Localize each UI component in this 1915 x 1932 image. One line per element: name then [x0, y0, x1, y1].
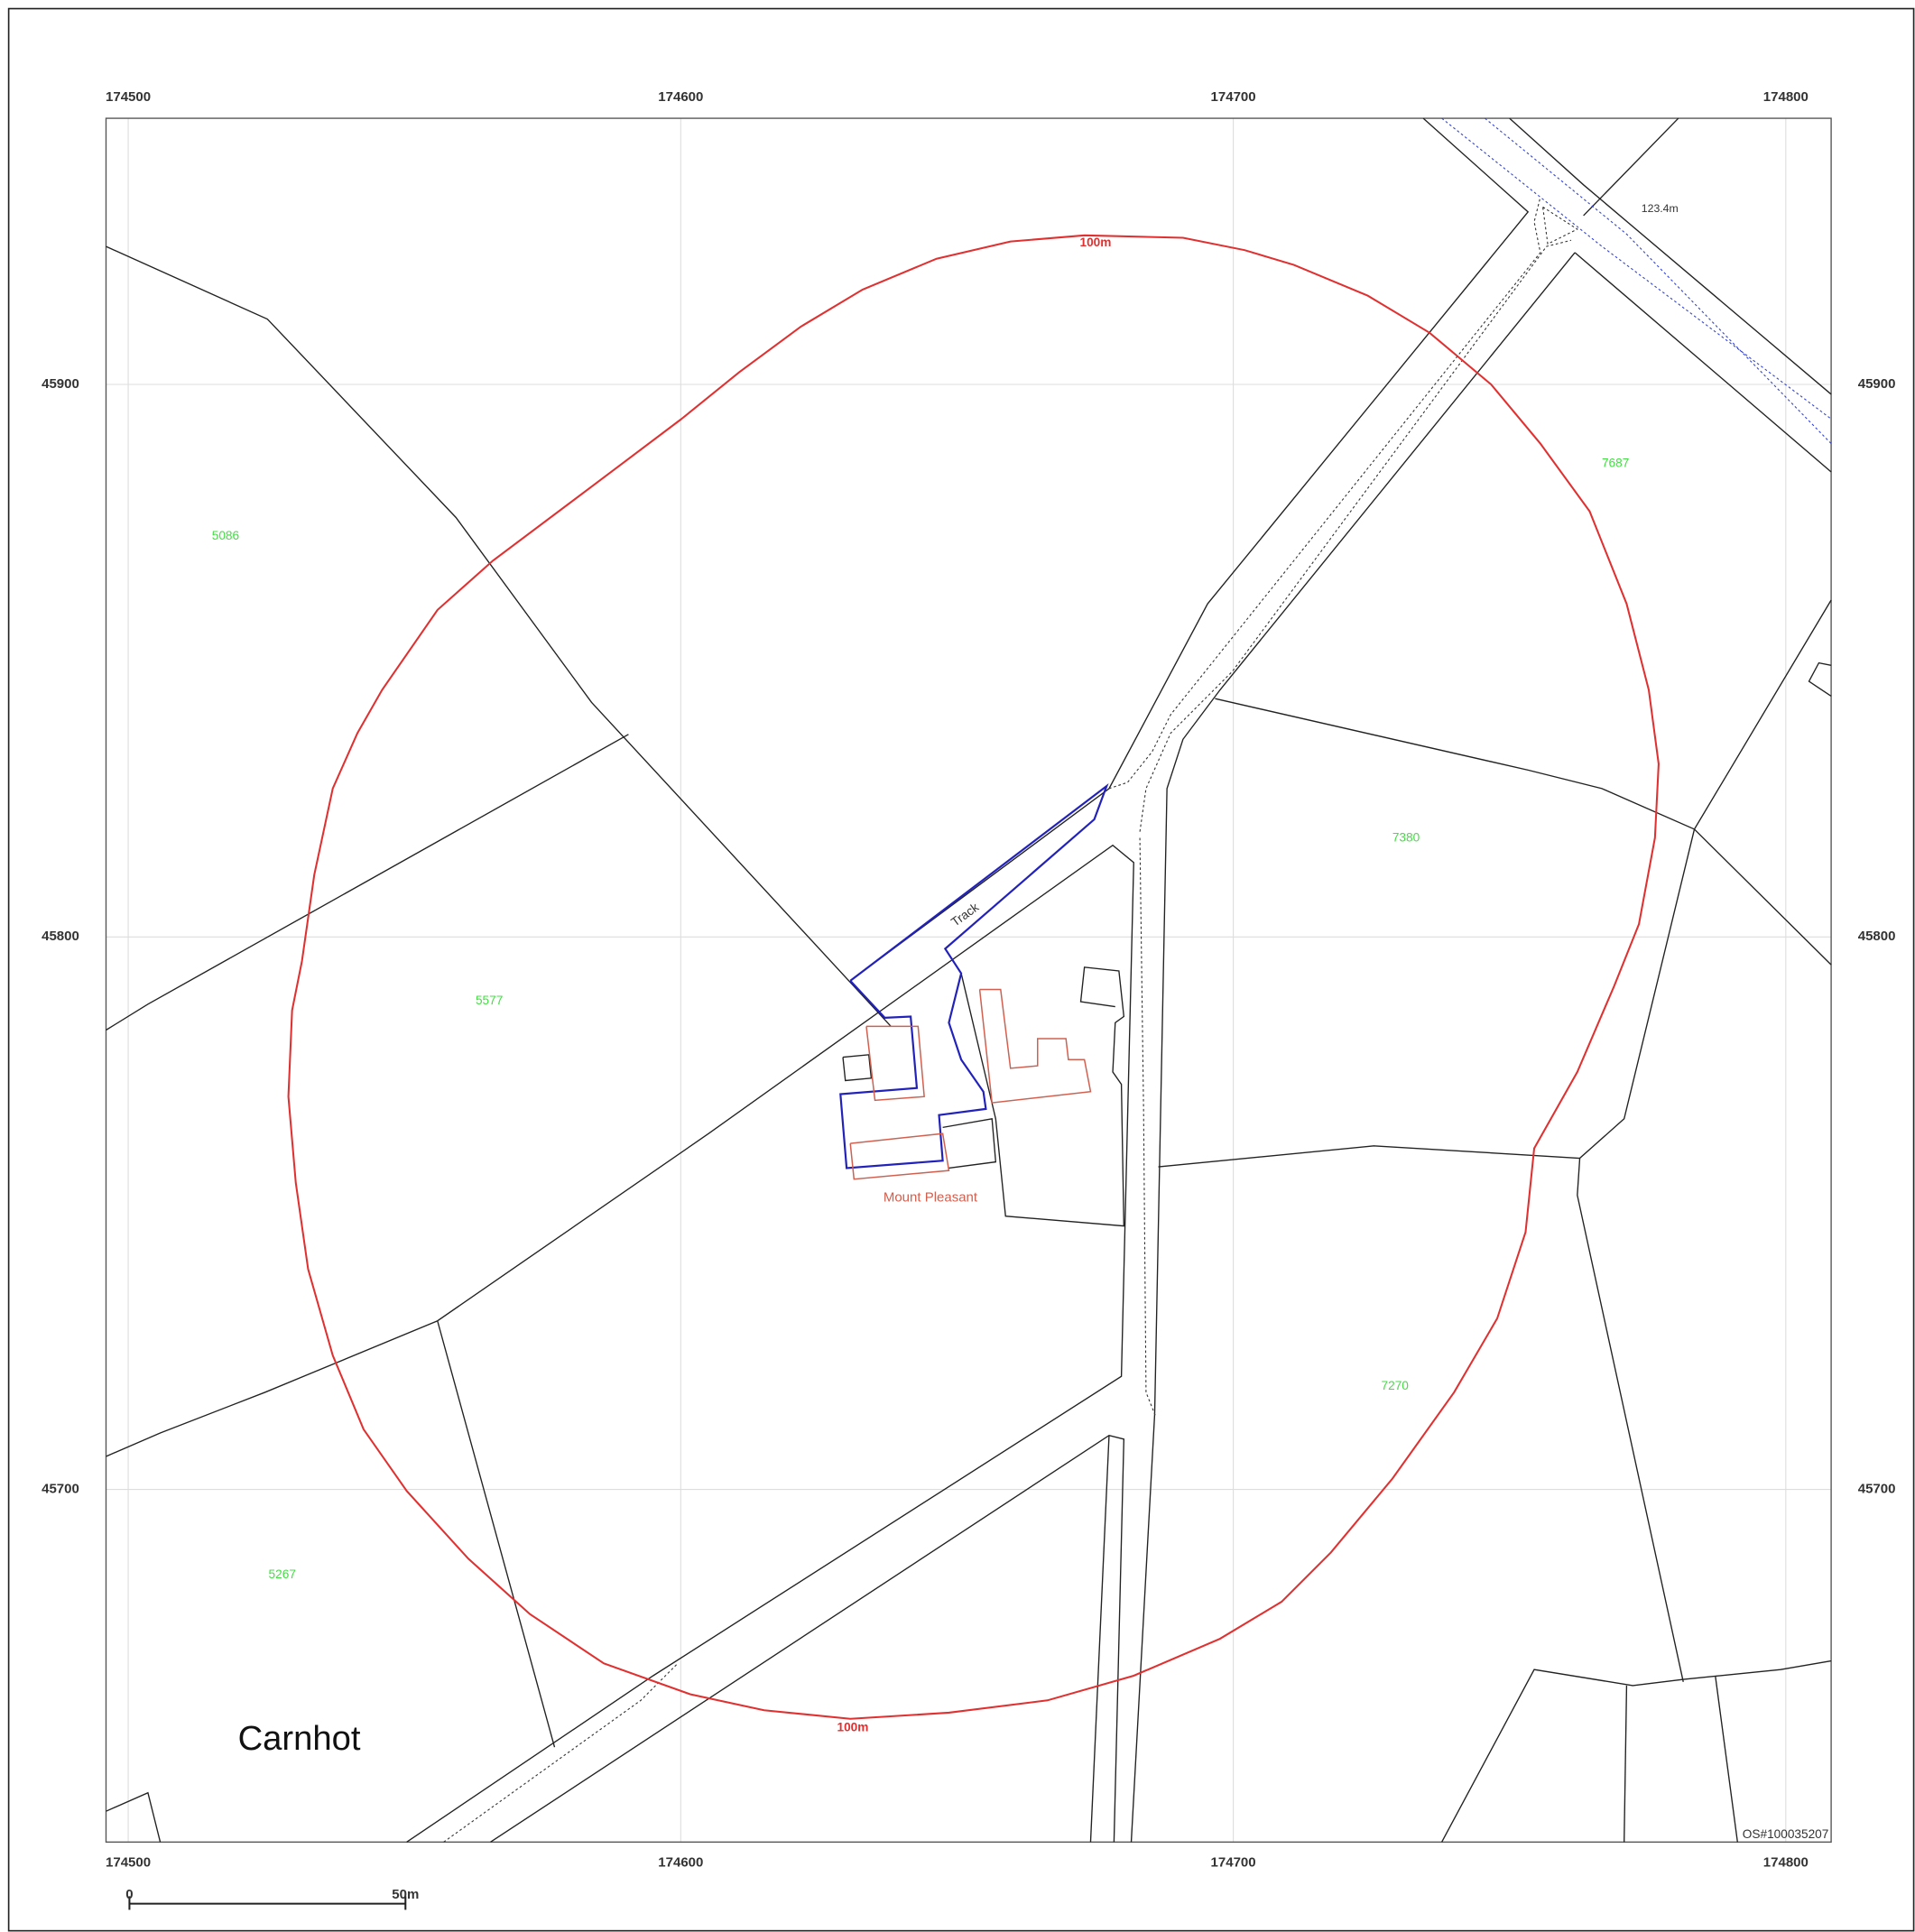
building — [942, 1118, 997, 1169]
parcel-label: 7687 — [1602, 456, 1629, 469]
road-centre — [1441, 117, 1832, 420]
buffer-100m — [287, 234, 1660, 1720]
road-edge — [1130, 252, 1576, 1843]
property — [849, 988, 1092, 1180]
road-edge — [1574, 252, 1832, 473]
boundary — [1715, 1675, 1738, 1843]
road-edge — [1583, 117, 1679, 217]
easting-label: 174500 — [106, 89, 151, 105]
easting-label: 174600 — [658, 1855, 703, 1871]
property-label: Mount Pleasant — [883, 1189, 978, 1205]
boundary — [106, 734, 629, 1031]
scale-start: 0 — [125, 1887, 133, 1902]
buffer-label: 100m — [1079, 236, 1111, 249]
boundary — [1158, 1145, 1580, 1168]
buffer-label: 100m — [837, 1720, 868, 1733]
parcel-label: 7380 — [1392, 831, 1420, 845]
scale-end: 50m — [392, 1887, 419, 1902]
building — [960, 966, 1125, 1227]
spot-height: 123.4m — [1642, 202, 1679, 215]
parcel-label: 7270 — [1382, 1379, 1410, 1392]
boundary — [1577, 599, 1832, 1682]
boundary — [1215, 698, 1832, 966]
boundary — [1808, 661, 1832, 698]
parcel-label: 5086 — [212, 529, 239, 542]
track-edge — [1139, 837, 1157, 1418]
easting-label: 174500 — [106, 1855, 151, 1871]
grid — [106, 118, 1832, 1843]
boundary — [106, 245, 892, 1027]
road-centre — [1542, 206, 1578, 245]
features — [106, 117, 1832, 1910]
easting-label: 174700 — [1211, 89, 1256, 105]
boundary — [1624, 1685, 1628, 1843]
place-label: Carnhot — [238, 1719, 361, 1758]
road-edge — [849, 117, 1530, 982]
path — [443, 1662, 679, 1843]
boundary — [1441, 1659, 1832, 1843]
labels: 5086 5577 5267 7687 7380 7270 100m 100m … — [125, 202, 1828, 1902]
track-edge — [1108, 197, 1541, 790]
easting-label: 174800 — [1763, 1855, 1809, 1871]
northing-label: 45900 — [42, 376, 79, 392]
page-frame — [7, 7, 1915, 1932]
map-frame — [105, 117, 1832, 1844]
easting-label: 174800 — [1763, 89, 1809, 105]
northing-label: 45700 — [42, 1482, 79, 1497]
road-edge — [1509, 117, 1832, 395]
northing-label: 45700 — [1858, 1482, 1896, 1497]
northing-label: 45800 — [1858, 929, 1896, 944]
northing-label: 45800 — [42, 929, 79, 944]
boundary — [106, 1791, 162, 1843]
road-centre — [1485, 117, 1832, 444]
track-edge — [1139, 239, 1572, 832]
easting-label: 174700 — [1211, 1855, 1256, 1871]
northing-label: 45900 — [1858, 376, 1896, 392]
boundary — [437, 1320, 556, 1748]
boundary — [106, 844, 1134, 1843]
boundary — [490, 1434, 1125, 1843]
building — [842, 1054, 873, 1082]
parcel-label: 5577 — [476, 994, 503, 1007]
copyright: OS#100035207 — [1743, 1827, 1829, 1841]
easting-label: 174600 — [658, 89, 703, 105]
parcel-label: 5267 — [269, 1567, 296, 1581]
site-boundary — [839, 783, 1109, 1169]
boundary — [1089, 1435, 1110, 1843]
